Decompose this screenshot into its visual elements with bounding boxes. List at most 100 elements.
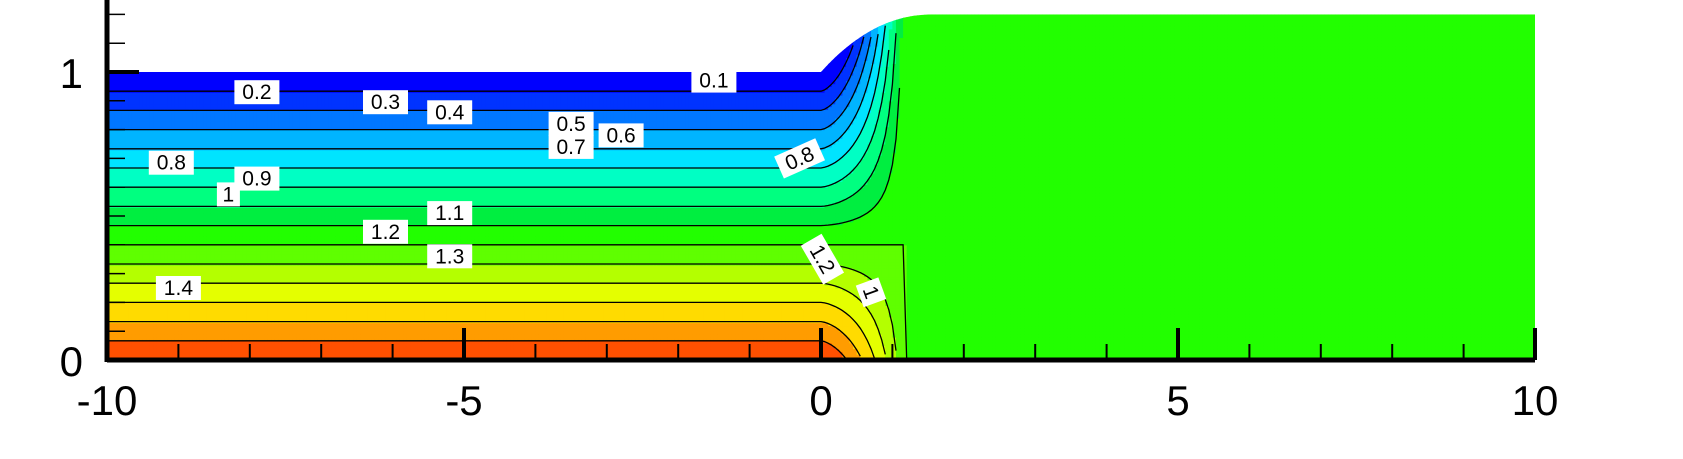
contour-band-cell — [139, 348, 144, 352]
contour-band-cell — [121, 331, 126, 335]
contour-band-cell — [114, 311, 119, 315]
contour-band-cell — [117, 80, 122, 85]
contour-band-cell — [124, 123, 130, 128]
contour-band-cell — [135, 192, 140, 197]
contour-band-cell — [114, 302, 119, 306]
contour-band-cell — [135, 175, 140, 180]
contour-band-cell — [135, 112, 140, 116]
contour-band-cell — [146, 351, 151, 355]
contour-band-cell — [131, 302, 137, 306]
contour-band-cell — [146, 172, 151, 177]
contour-band-cell — [117, 247, 122, 252]
contour-band-cell — [149, 285, 155, 289]
contour-band-cell — [249, 72, 254, 76]
contour-band-cell — [131, 184, 137, 188]
contour-band-cell — [131, 178, 137, 183]
contour-band-cell — [110, 256, 115, 260]
contour-band-cell — [117, 169, 122, 174]
contour-band-cell — [139, 141, 144, 145]
contour-band-cell — [121, 342, 126, 347]
contour-band-cell — [135, 103, 140, 108]
contour-band-cell — [142, 264, 147, 269]
contour-band-cell — [135, 190, 140, 194]
contour-band-cell — [131, 218, 137, 223]
contour-band-cell — [131, 227, 137, 231]
contour-band-cell — [153, 236, 158, 240]
contour-band-cell — [128, 181, 133, 185]
contour-band-cell — [110, 267, 115, 272]
contour-band-cell — [153, 138, 158, 142]
contour-band-cell — [121, 336, 126, 341]
contour-band-cell — [128, 172, 133, 177]
contour-band-cell — [110, 218, 115, 223]
contour-band-cell — [121, 100, 126, 105]
contour-band-cell — [139, 325, 144, 329]
contour-band-cell — [128, 95, 133, 99]
contour-band-cell — [121, 290, 126, 295]
contour-band-cell — [121, 115, 126, 119]
contour-band-cell — [114, 126, 119, 131]
contour-band-cell — [153, 129, 158, 134]
contour-band-cell — [110, 201, 115, 206]
contour-band-cell — [128, 161, 133, 165]
contour-band-cell — [274, 72, 279, 76]
contour-band-cell — [135, 311, 140, 315]
contour-band-cell — [139, 354, 144, 358]
contour-band-cell — [117, 184, 122, 188]
contour-band-cell — [131, 316, 137, 321]
contour-band-cell — [146, 247, 151, 252]
contour-band-cell — [135, 158, 140, 162]
contour-band-cell — [124, 77, 130, 82]
contour-band-cell — [128, 256, 133, 260]
contour-band-cell — [110, 348, 115, 352]
contour-band-cell — [149, 115, 155, 119]
contour-band-cell — [131, 169, 137, 174]
contour-band-cell — [124, 103, 130, 108]
contour-band-cell — [146, 282, 151, 286]
contour-band-cell — [135, 97, 140, 102]
contour-band-cell — [135, 172, 140, 177]
contour-band-cell — [139, 342, 144, 347]
contour-band-cell — [146, 221, 151, 226]
contour-band-cell — [124, 92, 130, 96]
contour-band-cell — [114, 201, 119, 206]
contour-band-cell — [124, 302, 130, 306]
contour-band-cell — [128, 198, 133, 203]
contour-band-cell — [142, 325, 147, 329]
contour-band-cell — [146, 198, 151, 203]
contour-band-cell — [114, 264, 119, 269]
contour-band-cell — [121, 334, 126, 338]
contour-band-cell — [142, 218, 147, 223]
contour-band-cell — [135, 250, 140, 255]
contour-band-cell — [121, 302, 126, 306]
contour-band-cell — [146, 218, 151, 223]
contour-band-cell — [139, 276, 144, 280]
contour-band-cell — [124, 236, 130, 240]
contour-band-cell — [121, 348, 126, 352]
contour-band-cell — [146, 267, 151, 272]
contour-band-cell — [124, 288, 130, 292]
contour-band-cell — [135, 126, 140, 131]
contour-band-cell — [142, 83, 147, 87]
contour-band-cell — [153, 334, 158, 338]
contour-band-cell — [121, 112, 126, 116]
contour-band-cell — [128, 339, 133, 344]
contour-band-cell — [139, 233, 144, 237]
contour-band-cell — [139, 273, 144, 278]
contour-band-cell — [146, 129, 151, 134]
contour-band-cell — [114, 331, 119, 335]
contour-band-cell — [128, 236, 133, 240]
contour-band-cell — [149, 290, 155, 295]
contour-band-cell — [110, 118, 115, 122]
contour-band-cell — [142, 155, 147, 159]
contour-band-cell — [142, 181, 147, 185]
contour-band-cell — [135, 195, 140, 200]
contour-band-cell — [131, 293, 137, 298]
contour-band-cell — [139, 155, 144, 159]
contour-band-cell — [110, 158, 115, 162]
contour-band-cell — [135, 299, 140, 303]
contour-band-cell — [121, 103, 126, 108]
contour-band-cell — [135, 120, 140, 125]
contour-band-cell — [131, 207, 137, 211]
contour-band-cell — [117, 334, 122, 338]
